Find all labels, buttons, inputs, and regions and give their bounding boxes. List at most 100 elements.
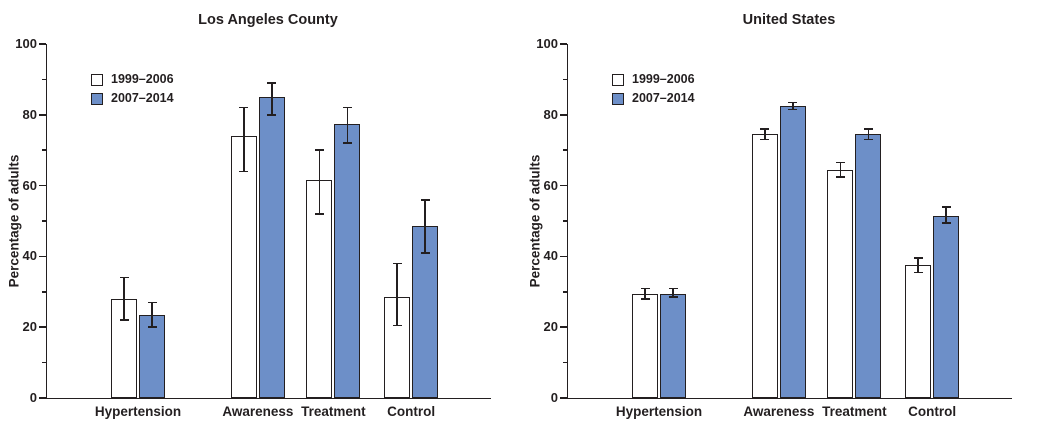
error-bar xyxy=(346,107,349,144)
error-bar-cap xyxy=(835,161,845,164)
y-axis-tick-label: 0 xyxy=(550,390,558,405)
y-axis-tick xyxy=(559,43,567,45)
legend-label-period1: 1999–2006 xyxy=(632,72,695,86)
legend: 1999–2006 2007–2014 xyxy=(91,72,174,110)
bar-period1 xyxy=(632,293,659,398)
y-axis-tick xyxy=(559,326,567,328)
bar-period2 xyxy=(779,105,806,398)
y-axis-minor-tick xyxy=(562,220,567,222)
error-bar-cap xyxy=(342,106,352,109)
legend-swatch-period1 xyxy=(612,73,624,86)
error-bar-cap xyxy=(863,138,873,141)
error-bar-cap xyxy=(640,298,650,300)
y-axis-minor-tick xyxy=(562,291,567,293)
y-axis-minor-tick xyxy=(562,149,567,151)
y-axis-label: Percentage of adults xyxy=(6,154,22,288)
error-bar xyxy=(867,128,870,140)
error-bar-cap xyxy=(267,82,277,84)
x-axis-category-label: Hypertension xyxy=(615,404,703,419)
y-axis-minor-tick xyxy=(41,291,46,293)
y-axis-tick xyxy=(559,397,567,399)
error-bar xyxy=(839,162,842,177)
error-bar-cap xyxy=(788,108,798,111)
y-axis-tick-label: 100 xyxy=(536,36,558,51)
error-bar-cap xyxy=(941,206,951,208)
error-bar-cap xyxy=(342,142,352,144)
error-bar xyxy=(396,263,398,326)
error-bar xyxy=(945,206,947,223)
y-axis-tick xyxy=(559,114,567,116)
error-bar xyxy=(672,288,674,298)
y-axis-tick-label: 100 xyxy=(15,36,37,51)
error-bar-cap xyxy=(119,276,129,279)
error-bar xyxy=(123,277,125,321)
legend: 1999–2006 2007–2014 xyxy=(612,72,695,110)
chart-panel-united-states: United States Percentage of adults 1999–… xyxy=(521,0,1041,434)
bar-period1 xyxy=(905,265,932,398)
y-axis-tick xyxy=(38,326,46,328)
legend-item: 2007–2014 xyxy=(91,91,174,106)
bar-period1 xyxy=(230,136,257,398)
error-bar-cap xyxy=(668,296,678,298)
legend-item: 1999–2006 xyxy=(91,72,174,87)
error-bar-cap xyxy=(863,128,873,130)
x-axis-category-label: Control xyxy=(387,404,436,419)
chart-panel-los-angeles: Los Angeles County Percentage of adults … xyxy=(0,0,520,434)
bar-period2 xyxy=(933,215,960,398)
error-bar xyxy=(243,107,245,172)
plot-area: 1999–2006 2007–2014 0 20 40 60 80 100 Hyperten… xyxy=(536,36,1012,419)
y-axis-minor-tick xyxy=(41,220,46,222)
y-axis-minor-tick xyxy=(41,361,46,364)
legend-swatch-period1 xyxy=(91,73,103,86)
error-bar-cap xyxy=(392,262,402,265)
error-bar-cap xyxy=(913,257,923,259)
error-bar-cap xyxy=(788,101,798,104)
error-bar xyxy=(792,102,794,110)
error-bar-cap xyxy=(314,149,324,151)
y-axis-minor-tick xyxy=(562,78,567,81)
error-bar xyxy=(318,150,321,214)
y-axis-tick-label: 0 xyxy=(29,390,37,405)
error-bar xyxy=(764,128,766,140)
error-bar-cap xyxy=(668,287,678,289)
legend-swatch-period2 xyxy=(91,92,103,105)
bar-period2 xyxy=(139,314,166,398)
error-bar-cap xyxy=(147,301,157,304)
error-bar-cap xyxy=(420,252,430,254)
error-bar xyxy=(917,258,919,273)
y-axis-tick xyxy=(559,255,567,258)
y-axis-tick-label: 60 xyxy=(22,177,37,193)
x-axis-category-label: Treatment xyxy=(301,404,366,419)
y-axis-tick xyxy=(559,184,567,187)
y-axis-tick xyxy=(38,397,46,399)
y-axis-tick xyxy=(38,114,46,116)
error-bar xyxy=(271,82,273,115)
bar-period1 xyxy=(751,134,778,398)
error-bar-cap xyxy=(119,319,129,321)
y-axis-tick-label: 40 xyxy=(543,248,558,264)
error-bar xyxy=(151,302,153,328)
error-bar-cap xyxy=(760,128,770,130)
error-bar-cap xyxy=(267,114,277,116)
x-axis-category-label: Control xyxy=(908,404,957,419)
error-bar-cap xyxy=(392,324,402,327)
y-axis-tick-label: 80 xyxy=(22,106,37,122)
error-bar-cap xyxy=(239,106,249,109)
bar-period2 xyxy=(334,123,361,398)
x-axis-category-label: Awareness xyxy=(222,404,294,419)
error-bar xyxy=(424,199,426,253)
plot-area: 1999–2006 2007–2014 0 20 40 60 80 100 Hyperten… xyxy=(15,36,491,419)
bar-period2 xyxy=(660,293,687,398)
y-axis-minor-tick xyxy=(41,149,46,151)
error-bar-cap xyxy=(420,199,430,201)
x-axis-category-label: Hypertension xyxy=(94,404,182,419)
y-axis-tick-label: 20 xyxy=(543,319,558,335)
y-axis-tick-label: 60 xyxy=(543,177,558,193)
bar-period1 xyxy=(827,169,854,398)
error-bar-cap xyxy=(941,222,951,224)
y-axis-minor-tick xyxy=(562,361,567,364)
error-bar-cap xyxy=(147,326,157,328)
legend-item: 1999–2006 xyxy=(612,72,695,87)
y-axis-tick xyxy=(38,43,46,45)
